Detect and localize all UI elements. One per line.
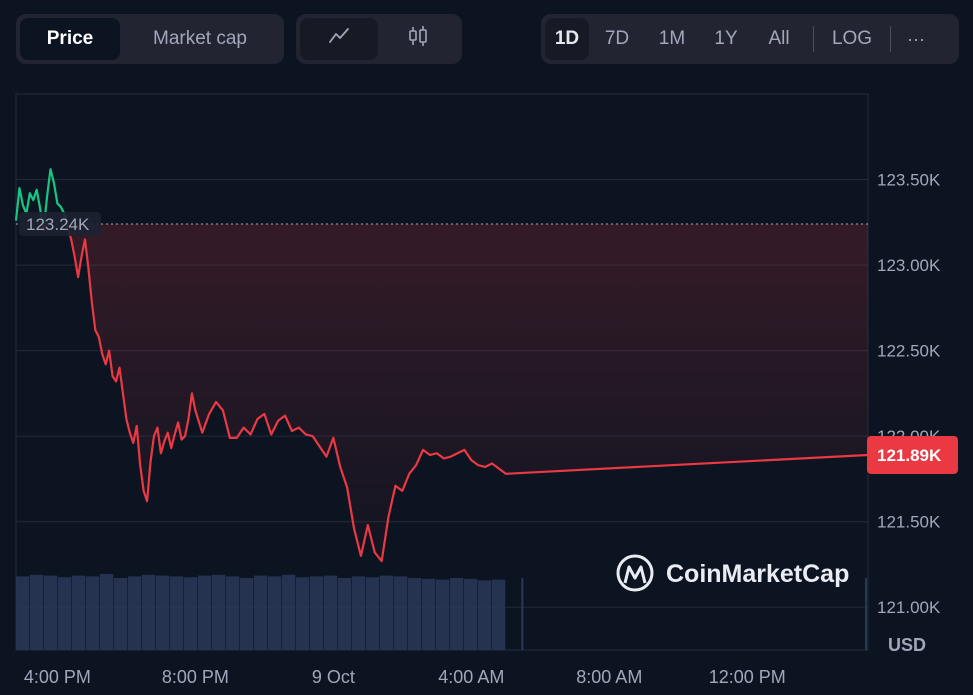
candlestick-button[interactable] [378,18,458,60]
price-area-fill [66,224,868,561]
y-axis: 123.50K123.00K122.50K122.00K121.50K121.0… [877,171,941,618]
x-tick-label: 4:00 PM [24,667,91,687]
range-1m-button[interactable]: 1M [658,28,686,49]
price-line-down [65,223,869,563]
open-price-label: 123.24K [26,215,90,234]
coinmarketcap-logo-icon [616,554,654,592]
log-scale-button[interactable]: LOG [831,28,873,49]
y-tick-label: 123.00K [877,256,941,275]
volume-bar [253,575,268,650]
more-options-button[interactable]: ··· [907,28,925,49]
volume-bar [337,578,352,650]
open-price-tag: 123.24K [19,212,101,237]
volume-bar [435,579,450,650]
volume-bar [521,578,524,650]
volume-bar [16,576,30,650]
volume-bar [225,576,240,650]
volume-bar [449,578,464,650]
volume-bar [141,574,156,650]
volume-bar [351,576,366,650]
range-7d-button[interactable]: 7D [604,28,630,49]
volume-bars [16,574,867,650]
volume-bar [197,575,212,650]
last-price-tag: 121.89K [867,435,958,474]
volume-bar [421,578,436,650]
volume-bar [463,578,478,650]
candlestick-icon [406,25,430,53]
volume-bar [309,576,324,650]
line-chart-button[interactable] [300,18,378,60]
price-line-up [14,186,44,225]
currency-label: USD [888,635,926,655]
last-price-label: 121.89K [877,446,942,465]
volume-bar [281,574,296,650]
x-tick-label: 8:00 PM [162,667,229,687]
tab-market-cap[interactable]: Market cap [153,28,247,49]
volume-bar [29,574,44,650]
volume-bar [127,576,142,650]
volume-bar [865,578,867,650]
volume-bar [393,576,408,650]
y-tick-label: 121.50K [877,513,941,532]
volume-bar [323,575,338,650]
x-axis: 4:00 PM 8:00 PM 9 Oct 4:00 AM 8:00 AM 12:00 P… [24,667,786,687]
volume-bar [365,577,380,650]
volume-bar [379,575,394,650]
volume-bar [491,579,506,650]
volume-bar [99,574,114,650]
volume-bar [57,577,72,650]
volume-bar [211,574,226,650]
chart-type-toggle [296,14,462,64]
y-tick-label: 121.00K [877,598,941,617]
x-tick-label: 8:00 AM [576,667,642,687]
separator [890,26,891,52]
view-mode-toggle: Price Market cap [16,14,284,64]
x-tick-label: 9 Oct [312,667,355,687]
volume-bar [295,577,310,650]
volume-bar [113,578,128,650]
watermark: CoinMarketCap [616,554,849,592]
line-chart-icon [328,27,350,51]
volume-bar [477,580,492,650]
volume-bar [43,575,58,650]
range-1d-button[interactable]: 1D [545,18,589,60]
y-tick-label: 123.50K [877,171,941,190]
y-tick-label: 122.50K [877,342,941,361]
volume-bar [155,575,170,650]
range-1y-button[interactable]: 1Y [714,28,738,49]
volume-bar [183,577,198,650]
tab-price[interactable]: Price [20,18,120,60]
watermark-text: CoinMarketCap [666,560,849,588]
x-tick-label: 4:00 AM [438,667,504,687]
range-selector: 1D 7D 1M 1Y All LOG ··· [541,14,959,64]
range-all-button[interactable]: All [768,28,790,49]
x-tick-label: 12:00 PM [709,667,786,687]
volume-bar [71,575,86,650]
separator [813,26,814,52]
volume-bar [85,576,100,650]
volume-bar [239,578,254,650]
volume-bar [267,576,282,650]
price-area [42,224,868,561]
volume-bar [407,578,422,650]
volume-bar [169,576,184,650]
